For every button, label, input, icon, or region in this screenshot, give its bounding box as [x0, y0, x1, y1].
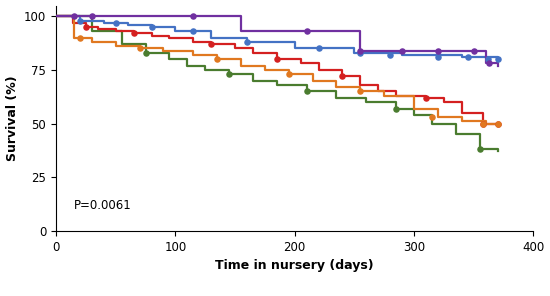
Point — [398, 48, 406, 53]
Point — [427, 115, 436, 120]
Point — [479, 121, 488, 126]
Point — [433, 48, 442, 53]
Point — [189, 14, 197, 19]
Point — [147, 25, 156, 29]
Point — [81, 25, 90, 29]
Point — [469, 48, 478, 53]
Point — [243, 40, 251, 44]
Point — [338, 74, 347, 79]
Point — [483, 57, 492, 62]
Point — [75, 18, 84, 23]
Point — [356, 89, 365, 94]
Point — [356, 50, 365, 55]
Point — [272, 57, 281, 62]
Point — [129, 31, 138, 36]
Point — [225, 72, 234, 77]
Point — [302, 89, 311, 94]
X-axis label: Time in nursery (days): Time in nursery (days) — [216, 259, 374, 272]
Point — [421, 96, 430, 100]
Point — [475, 147, 484, 152]
Point — [392, 106, 400, 111]
Point — [207, 42, 216, 46]
Point — [284, 72, 293, 77]
Text: P=0.0061: P=0.0061 — [74, 200, 132, 213]
Point — [314, 46, 323, 51]
Point — [485, 61, 493, 66]
Point — [70, 14, 79, 19]
Point — [356, 48, 365, 53]
Point — [386, 53, 394, 57]
Point — [87, 14, 96, 19]
Point — [302, 29, 311, 34]
Point — [433, 55, 442, 59]
Point — [493, 121, 502, 126]
Point — [463, 55, 472, 59]
Point — [135, 46, 144, 51]
Point — [189, 29, 197, 34]
Point — [479, 121, 488, 126]
Point — [493, 121, 502, 126]
Point — [141, 50, 150, 55]
Point — [493, 57, 502, 62]
Point — [75, 36, 84, 40]
Point — [213, 57, 222, 62]
Point — [111, 20, 120, 25]
Y-axis label: Survival (%): Survival (%) — [6, 75, 19, 161]
